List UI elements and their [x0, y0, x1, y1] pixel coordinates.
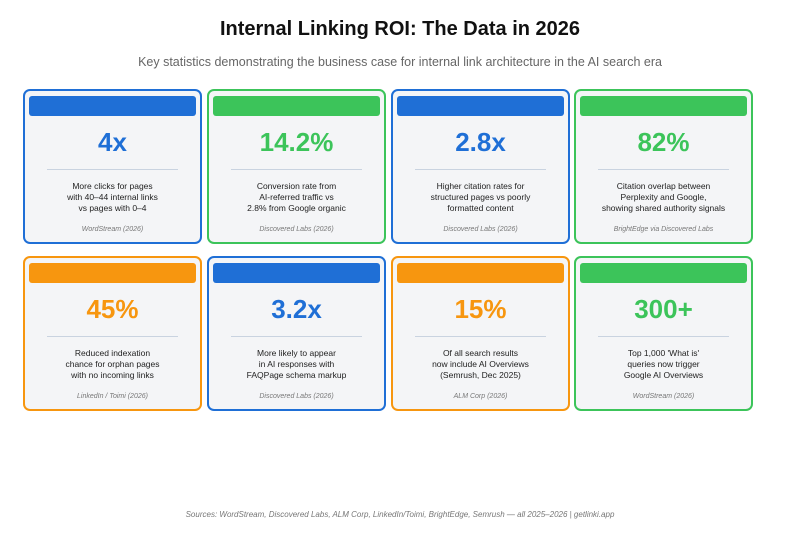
description-line: structured pages vs poorly: [430, 192, 531, 202]
description-line: AI-referred traffic vs: [259, 192, 334, 202]
description-line: formatted content: [447, 203, 514, 213]
stat-value: 82%: [637, 127, 690, 157]
stat-description: Top 1,000 'What is' queries now trigger Go…: [576, 348, 751, 381]
subtitle: Key statistics demonstrating the busines…: [138, 55, 662, 69]
stat-card: 4x More clicks for pages with 40–44 intern…: [23, 89, 202, 244]
stat-card: 3.2x More likely to appear in AI responses…: [207, 256, 386, 411]
card-header-bar: [397, 263, 564, 283]
stat-card: 300+ Top 1,000 'What is' queries now trigg…: [574, 256, 753, 411]
divider: [47, 336, 178, 337]
card-header-bar: [29, 263, 196, 283]
stat-source: LinkedIn / Toimi (2026): [77, 393, 148, 400]
description-line: Higher citation rates for: [436, 181, 525, 191]
stat-source: ALM Corp (2026): [453, 393, 508, 400]
card-header-bar: [213, 263, 380, 283]
divider: [598, 169, 729, 170]
description-line: 2.8% from Google organic: [247, 203, 346, 213]
description-line: FAQPage schema markup: [246, 370, 347, 380]
stat-source: BrightEdge via Discovered Labs: [613, 226, 714, 233]
title: Internal Linking ROI: The Data in 2026: [219, 18, 581, 40]
stat-description: Of all search results now include AI Over…: [393, 348, 568, 381]
description-line: Perplexity and Google,: [620, 192, 707, 202]
card-header-bar: [397, 96, 564, 116]
divider: [415, 169, 546, 170]
description-line: More clicks for pages: [72, 181, 153, 191]
description-line: vs pages with 0–4: [78, 203, 147, 213]
description-line: Top 1,000 'What is': [627, 348, 700, 358]
description-line: Reduced indexation: [74, 348, 151, 358]
stat-description: More clicks for pages with 40–44 internal…: [25, 181, 200, 214]
divider: [47, 169, 178, 170]
card-header-bar: [213, 96, 380, 116]
stat-value: 14.2%: [259, 127, 334, 157]
divider: [415, 336, 546, 337]
card-header-bar: [29, 96, 196, 116]
stat-description: More likely to appear in AI responses wit…: [209, 348, 384, 381]
stat-card: 14.2% Conversion rate from AI-referred tra…: [207, 89, 386, 244]
stat-source: Discovered Labs (2026): [443, 226, 518, 233]
stat-value: 45%: [86, 294, 139, 324]
stat-value: 3.2x: [271, 294, 322, 324]
description-line: Citation overlap between: [616, 181, 711, 191]
stat-value: 2.8x: [455, 127, 506, 157]
description-line: Of all search results: [442, 348, 519, 358]
description-line: in AI responses with: [258, 359, 335, 369]
stat-description: Reduced indexation chance for orphan page…: [25, 348, 200, 381]
stat-card: 2.8x Higher citation rates for structured …: [391, 89, 570, 244]
description-line: with 40–44 internal links: [67, 192, 158, 202]
stat-source: Discovered Labs (2026): [259, 393, 334, 400]
stat-card: 15% Of all search results now include AI O…: [391, 256, 570, 411]
divider: [598, 336, 729, 337]
description-line: showing shared authority signals: [601, 203, 726, 213]
divider: [231, 169, 362, 170]
divider: [231, 336, 362, 337]
stat-value: 15%: [454, 294, 507, 324]
description-line: queries now trigger: [627, 359, 700, 369]
stat-card: 82% Citation overlap between Perplexity an…: [574, 89, 753, 244]
card-header-bar: [580, 263, 747, 283]
description-line: Conversion rate from: [256, 181, 337, 191]
stat-value: 300+: [634, 294, 693, 324]
description-line: with no incoming links: [71, 370, 154, 380]
card-header-bar: [580, 96, 747, 116]
description-line: chance for orphan pages: [65, 359, 160, 369]
stat-description: Conversion rate from AI-referred traffic …: [209, 181, 384, 214]
description-line: now include AI Overviews: [432, 359, 529, 369]
stat-value: 4x: [98, 127, 127, 157]
stat-card: 45% Reduced indexation chance for orphan p…: [23, 256, 202, 411]
stat-source: WordStream (2026): [81, 226, 144, 233]
footer: Sources: WordStream, Discovered Labs, AL…: [185, 510, 615, 519]
description-line: More likely to appear: [257, 348, 336, 358]
stat-source: Discovered Labs (2026): [259, 226, 334, 233]
stat-source: WordStream (2026): [632, 393, 695, 400]
description-line: (Semrush, Dec 2025): [440, 370, 521, 380]
stat-description: Citation overlap between Perplexity and G…: [576, 181, 751, 214]
stat-description: Higher citation rates for structured page…: [393, 181, 568, 214]
description-line: Google AI Overviews: [623, 370, 704, 380]
